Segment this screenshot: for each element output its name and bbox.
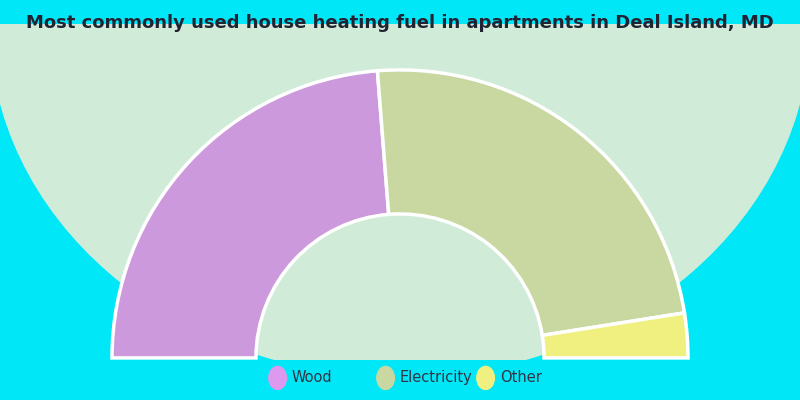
Ellipse shape <box>377 366 394 390</box>
Ellipse shape <box>134 0 666 253</box>
Ellipse shape <box>86 0 714 294</box>
Ellipse shape <box>24 0 776 347</box>
Text: Wood: Wood <box>292 370 333 386</box>
Ellipse shape <box>346 0 454 71</box>
Ellipse shape <box>174 0 626 218</box>
Ellipse shape <box>338 0 462 77</box>
Text: City-Data.com: City-Data.com <box>681 67 760 77</box>
Ellipse shape <box>229 0 571 171</box>
Text: Other: Other <box>500 370 542 386</box>
Text: Most commonly used house heating fuel in apartments in Deal Island, MD: Most commonly used house heating fuel in… <box>26 14 774 32</box>
Ellipse shape <box>393 18 407 30</box>
Ellipse shape <box>126 0 674 259</box>
Ellipse shape <box>38 0 762 335</box>
Ellipse shape <box>202 0 598 194</box>
Ellipse shape <box>65 0 735 312</box>
Ellipse shape <box>477 366 494 390</box>
Ellipse shape <box>352 0 448 65</box>
Ellipse shape <box>195 0 605 200</box>
Ellipse shape <box>51 0 749 324</box>
Ellipse shape <box>120 0 680 265</box>
Wedge shape <box>112 71 389 358</box>
Ellipse shape <box>18 0 782 353</box>
Ellipse shape <box>373 0 427 48</box>
Ellipse shape <box>4 0 796 364</box>
Ellipse shape <box>215 0 585 182</box>
Wedge shape <box>542 313 688 358</box>
Ellipse shape <box>161 0 639 230</box>
Ellipse shape <box>236 0 564 165</box>
Ellipse shape <box>332 0 468 83</box>
Ellipse shape <box>298 0 502 112</box>
Ellipse shape <box>93 0 707 288</box>
Ellipse shape <box>250 0 550 153</box>
Ellipse shape <box>147 0 653 241</box>
Ellipse shape <box>188 0 612 206</box>
Ellipse shape <box>31 0 769 341</box>
Ellipse shape <box>0 0 800 376</box>
Ellipse shape <box>168 0 632 224</box>
Ellipse shape <box>304 0 496 106</box>
Ellipse shape <box>222 0 578 177</box>
Ellipse shape <box>10 0 790 359</box>
Ellipse shape <box>270 0 530 136</box>
Ellipse shape <box>311 0 489 100</box>
Ellipse shape <box>113 0 687 270</box>
Ellipse shape <box>58 0 742 318</box>
Text: Electricity: Electricity <box>400 370 473 386</box>
Ellipse shape <box>269 366 286 390</box>
Ellipse shape <box>243 0 557 159</box>
Ellipse shape <box>106 0 694 276</box>
Ellipse shape <box>290 0 510 118</box>
Ellipse shape <box>79 0 721 300</box>
Ellipse shape <box>257 0 543 147</box>
Ellipse shape <box>318 0 482 94</box>
Wedge shape <box>378 70 685 335</box>
Ellipse shape <box>182 0 618 212</box>
Ellipse shape <box>140 0 660 247</box>
Ellipse shape <box>72 0 728 306</box>
Ellipse shape <box>154 0 646 235</box>
Ellipse shape <box>277 0 523 130</box>
Ellipse shape <box>379 6 421 42</box>
Ellipse shape <box>386 12 414 36</box>
Ellipse shape <box>359 0 441 59</box>
Ellipse shape <box>45 0 755 329</box>
Ellipse shape <box>99 0 701 282</box>
Ellipse shape <box>0 0 800 370</box>
Ellipse shape <box>209 0 591 188</box>
Ellipse shape <box>263 0 537 142</box>
Ellipse shape <box>366 0 434 53</box>
Ellipse shape <box>325 0 475 88</box>
Ellipse shape <box>284 0 516 124</box>
